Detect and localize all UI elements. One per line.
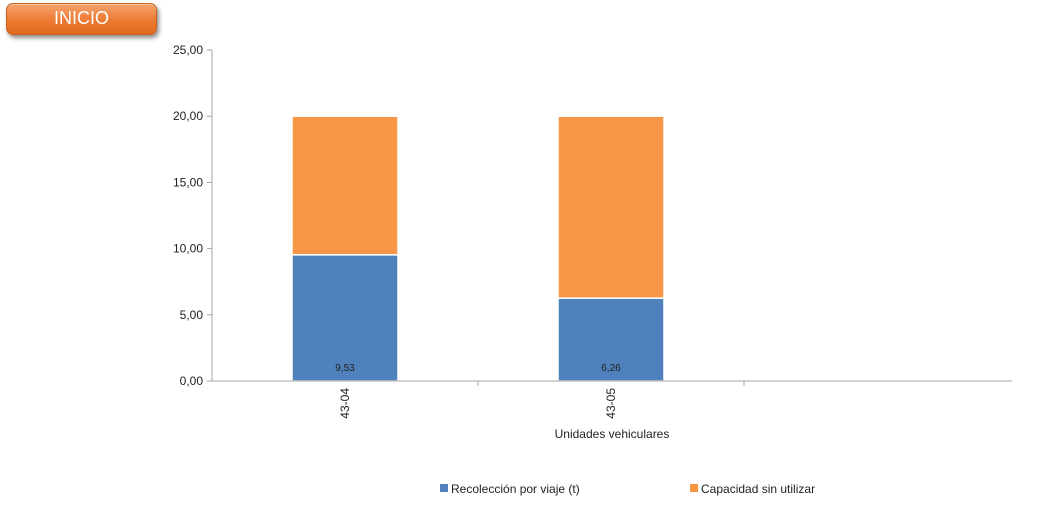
y-tick-label: 15,00: [173, 175, 203, 189]
legend-swatch: [440, 484, 448, 492]
x-tick-label: 43-05: [604, 388, 618, 419]
bar-43-04-series-1: [291, 115, 399, 256]
inicio-button[interactable]: INICIO: [6, 3, 157, 35]
bar-43-05-series-0: [557, 297, 665, 382]
data-label: 9,53: [335, 363, 355, 374]
legend-swatch: [690, 484, 698, 492]
bar-43-05-series-1: [557, 115, 665, 299]
legend-label: Capacidad sin utilizar: [701, 482, 815, 496]
y-tick-label: 10,00: [173, 242, 203, 256]
y-tick-label: 25,00: [173, 43, 203, 57]
y-tick-label: 5,00: [180, 308, 204, 322]
x-tick-label: 43-04: [338, 388, 352, 419]
x-axis-title: Unidades vehiculares: [555, 427, 670, 441]
y-tick-label: 20,00: [173, 109, 203, 123]
y-tick-label: 0,00: [180, 374, 204, 388]
legend-label: Recolección por viaje (t): [451, 482, 580, 496]
data-label: 6,26: [601, 363, 621, 374]
